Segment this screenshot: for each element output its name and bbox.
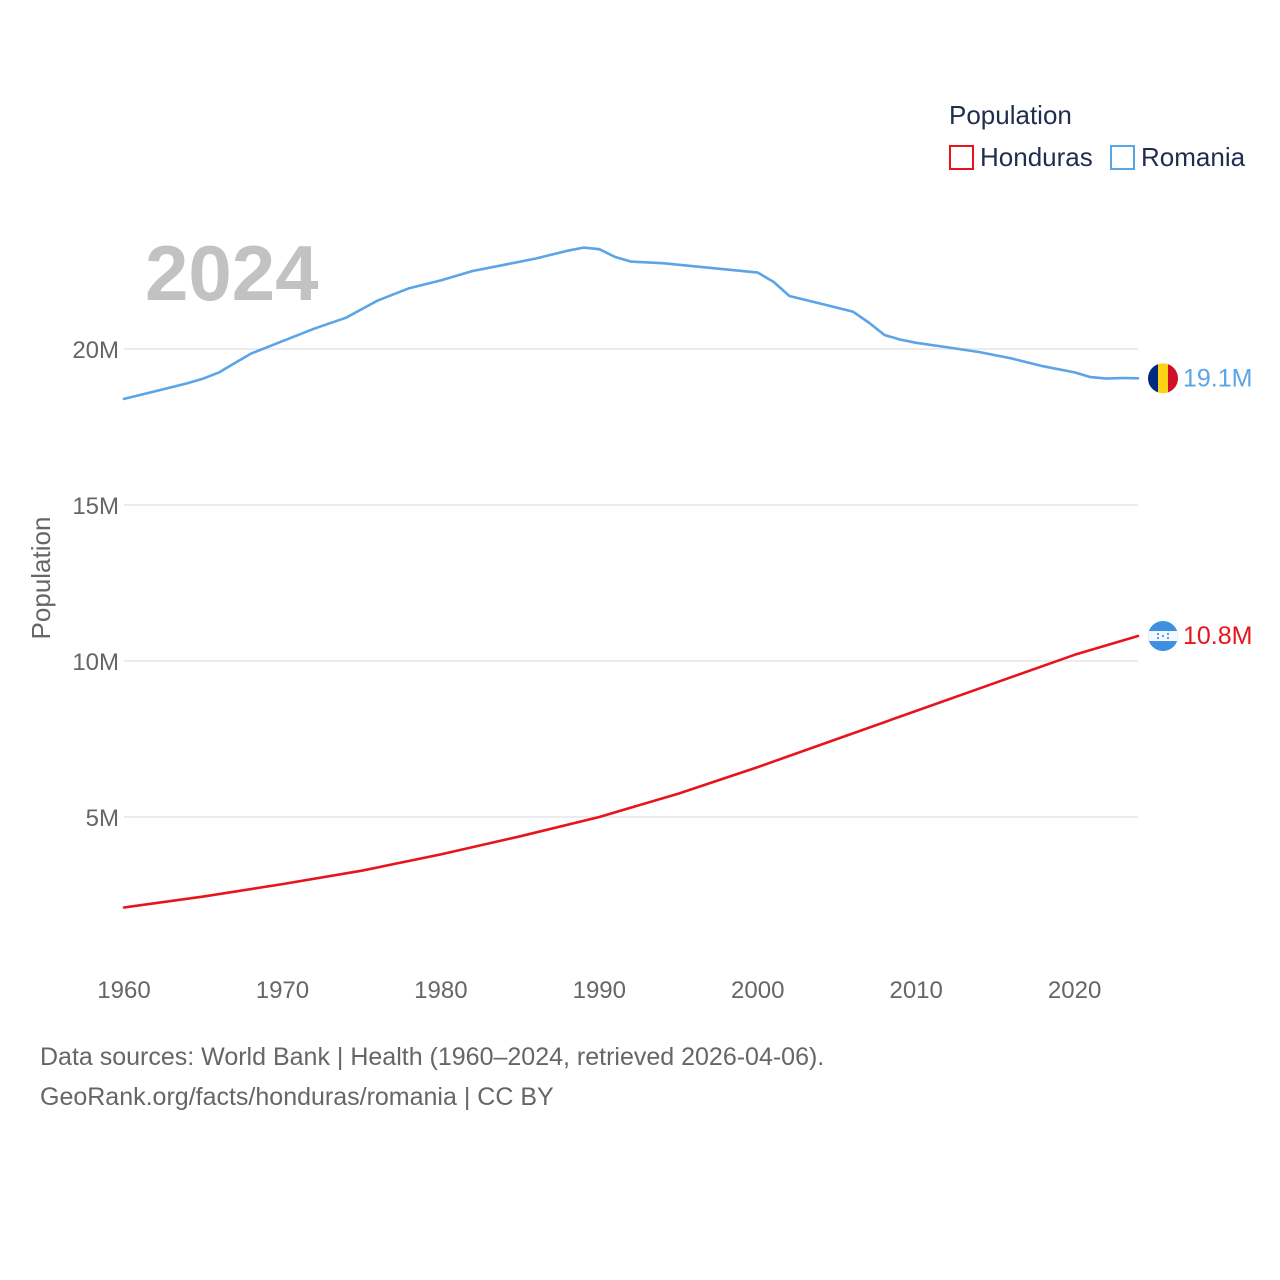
year-label: 2024 xyxy=(145,229,319,317)
romania-flag-icon xyxy=(1148,363,1178,394)
y-tick-label: 5M xyxy=(86,805,119,832)
x-tick-label: 1980 xyxy=(414,977,467,1004)
series-end-labels: 10.8M 19.1M xyxy=(1148,363,1252,652)
grid-lines xyxy=(124,348,1138,818)
legend-title: Population xyxy=(949,100,1072,130)
x-tick-label: 1990 xyxy=(573,977,626,1004)
series-lines xyxy=(122,246,1140,909)
end-label-honduras: 10.8M xyxy=(1183,622,1252,650)
y-axis-label: Population xyxy=(26,517,56,640)
footer-attribution[interactable]: GeoRank.org/facts/honduras/romania | CC … xyxy=(40,1083,554,1111)
legend-swatch-romania xyxy=(1110,145,1135,170)
x-tick-label: 2000 xyxy=(731,977,784,1004)
honduras-flag-icon xyxy=(1148,621,1178,652)
legend-swatch-honduras xyxy=(949,145,974,170)
x-tick-label: 2010 xyxy=(889,977,942,1004)
end-label-romania: 19.1M xyxy=(1183,364,1252,392)
x-tick-label: 1970 xyxy=(256,977,309,1004)
y-tick-label: 10M xyxy=(72,649,119,676)
series-line-honduras xyxy=(122,634,1140,909)
y-axis-ticks: 5M 10M 15M 20M xyxy=(72,337,119,832)
series-line-romania xyxy=(122,246,1140,401)
legend-item-romania[interactable]: Romania xyxy=(1110,142,1246,172)
y-tick-label: 15M xyxy=(72,493,119,520)
footer-sources: Data sources: World Bank | Health (1960–… xyxy=(40,1043,825,1071)
x-tick-label: 2020 xyxy=(1048,977,1101,1004)
x-axis-ticks: 1960 1970 1980 1990 2000 2010 2020 xyxy=(97,977,1101,1004)
legend-label-romania: Romania xyxy=(1141,142,1246,172)
legend: Population Honduras Romania xyxy=(949,100,1246,172)
legend-label-honduras: Honduras xyxy=(980,142,1093,172)
legend-item-honduras[interactable]: Honduras xyxy=(949,142,1093,172)
y-tick-label: 20M xyxy=(72,337,119,364)
x-tick-label: 1960 xyxy=(97,977,150,1004)
